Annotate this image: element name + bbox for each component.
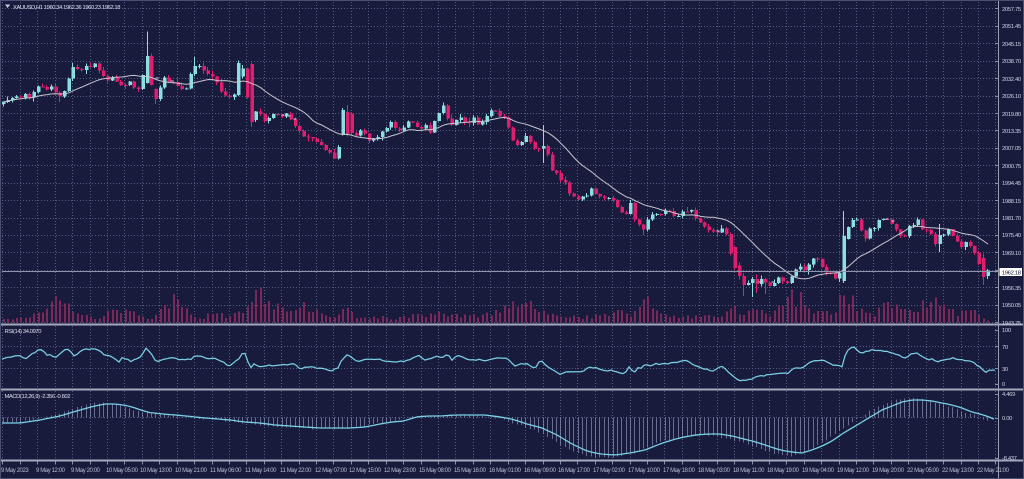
svg-text:1981.70: 1981.70	[1002, 216, 1022, 222]
svg-text:12 May 07:00: 12 May 07:00	[315, 468, 348, 474]
svg-text:2007.05: 2007.05	[1002, 146, 1022, 152]
svg-text:12 May 23:00: 12 May 23:00	[384, 468, 417, 474]
svg-text:12 May 15:00: 12 May 15:00	[349, 468, 382, 474]
svg-text:19 May 04:00: 19 May 04:00	[802, 468, 835, 474]
svg-text:2051.45: 2051.45	[1002, 24, 1022, 30]
svg-text:1943.75: 1943.75	[1002, 321, 1022, 327]
svg-text:2013.35: 2013.35	[1002, 129, 1022, 135]
svg-text:17 May 10:00: 17 May 10:00	[628, 468, 661, 474]
svg-text:-8.437: -8.437	[1002, 456, 1017, 462]
svg-text:1994.45: 1994.45	[1002, 181, 1022, 187]
svg-text:17 May 18:00: 17 May 18:00	[663, 468, 696, 474]
svg-text:70: 70	[1002, 345, 1009, 351]
svg-text:9 May 20:00: 9 May 20:00	[71, 468, 101, 474]
svg-text:1975.40: 1975.40	[1002, 233, 1022, 239]
svg-text:11 May 22:00: 11 May 22:00	[280, 468, 312, 474]
svg-text:1950.05: 1950.05	[1002, 303, 1022, 309]
svg-text:10 May 05:00: 10 May 05:00	[106, 468, 139, 474]
svg-text:22 May 13:00: 22 May 13:00	[942, 468, 975, 474]
svg-text:15 May 08:00: 15 May 08:00	[419, 468, 452, 474]
svg-text:2038.70: 2038.70	[1002, 59, 1022, 65]
svg-text:22 May 05:00: 22 May 05:00	[907, 468, 940, 474]
svg-text:11 May 06:00: 11 May 06:00	[210, 468, 242, 474]
svg-text:19 May 12:00: 19 May 12:00	[837, 468, 870, 474]
svg-text:16 May 01:00: 16 May 01:00	[489, 468, 522, 474]
svg-text:100: 100	[1002, 328, 1012, 334]
svg-text:18 May 19:00: 18 May 19:00	[767, 468, 800, 474]
svg-text:9 May 2023: 9 May 2023	[1, 468, 29, 474]
svg-text:18 May 03:00: 18 May 03:00	[698, 468, 731, 474]
svg-text:2045.15: 2045.15	[1002, 42, 1022, 48]
svg-text:2000.75: 2000.75	[1002, 164, 1022, 170]
svg-text:1956.35: 1956.35	[1002, 286, 1022, 292]
svg-text:10 May 21:00: 10 May 21:00	[175, 468, 208, 474]
svg-text:2019.80: 2019.80	[1002, 112, 1022, 118]
svg-text:0: 0	[1002, 382, 1006, 388]
svg-text:22 May 21:00: 22 May 21:00	[977, 468, 1010, 474]
svg-text:10 May 13:00: 10 May 13:00	[140, 468, 173, 474]
svg-text:16 May 17:00: 16 May 17:00	[558, 468, 591, 474]
svg-text:2032.40: 2032.40	[1002, 77, 1022, 83]
svg-text:2026.10: 2026.10	[1002, 94, 1022, 100]
svg-text:9 May 12:00: 9 May 12:00	[36, 468, 66, 474]
svg-text:MACD(12,26,9) -2.356 -0.602: MACD(12,26,9) -2.356 -0.602	[5, 394, 71, 400]
svg-text:11 May 14:00: 11 May 14:00	[245, 468, 277, 474]
svg-text:1969.10: 1969.10	[1002, 251, 1022, 257]
svg-text:4.469: 4.469	[1002, 392, 1015, 398]
svg-text:16 May 09:00: 16 May 09:00	[524, 468, 557, 474]
svg-text:RSI(14) 34.0970: RSI(14) 34.0970	[5, 329, 42, 335]
svg-text:18 May 11:00: 18 May 11:00	[733, 468, 765, 474]
svg-text:0.00: 0.00	[1002, 416, 1013, 422]
svg-text:19 May 20:00: 19 May 20:00	[872, 468, 905, 474]
svg-text:1962.18: 1962.18	[1002, 271, 1022, 277]
svg-text:17 May 02:00: 17 May 02:00	[593, 468, 626, 474]
svg-text:1988.15: 1988.15	[1002, 199, 1022, 205]
svg-text:2057.75: 2057.75	[1002, 7, 1022, 13]
svg-text:30: 30	[1002, 367, 1009, 373]
svg-text:XAUUSD,H1 1960.34 1962.36 196: XAUUSD,H1 1960.34 1962.36 1960.23 1962.1…	[13, 5, 120, 11]
svg-text:15 May 16:00: 15 May 16:00	[454, 468, 487, 474]
